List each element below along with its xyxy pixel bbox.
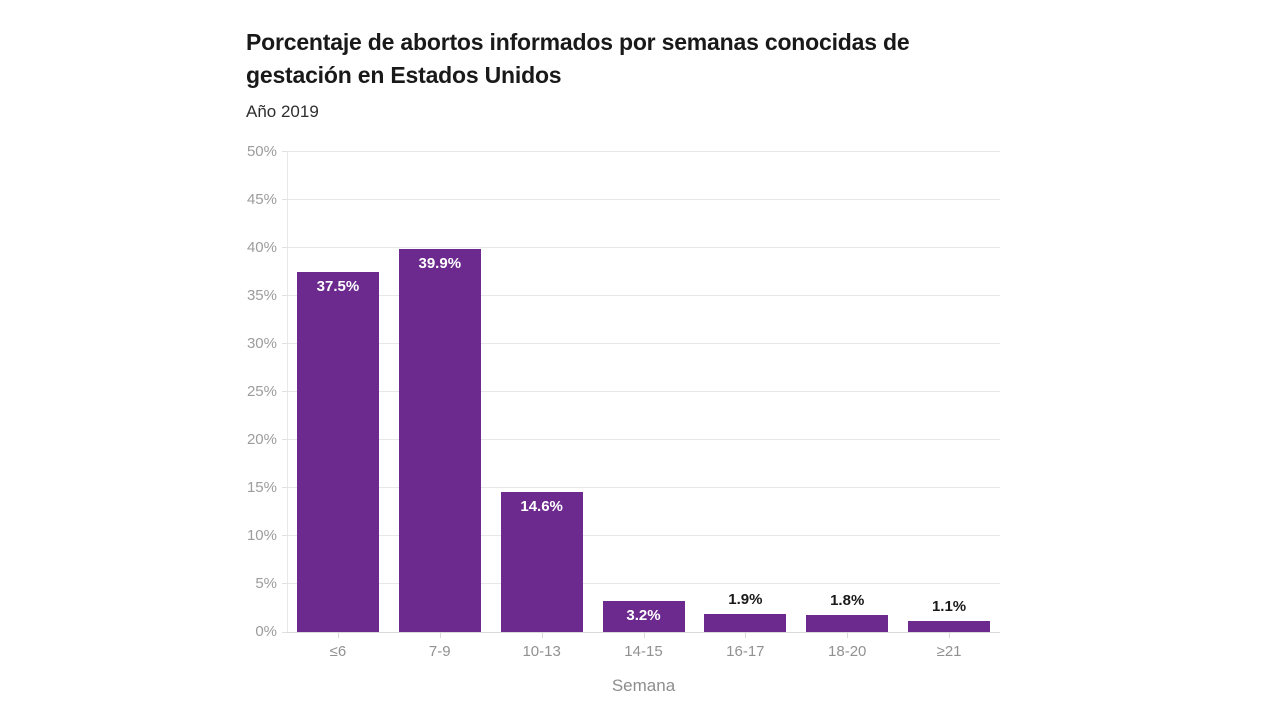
gridline-15: [287, 487, 1000, 488]
bar-≥21: [908, 621, 991, 632]
y-axis-label: 25%: [246, 383, 277, 400]
bar-10-13: 14.6%: [500, 491, 583, 632]
bar-value-label: 1.8%: [830, 591, 865, 609]
chart-title: Porcentaje de abortos informados por sem…: [246, 29, 910, 88]
y-axis-tick: [282, 632, 287, 633]
y-axis-label: 5%: [255, 575, 277, 592]
bar-16-17: [704, 613, 787, 632]
y-axis-tick: [282, 343, 287, 344]
y-axis-label: 0%: [255, 623, 277, 640]
gridline-30: [287, 343, 1000, 344]
y-axis-label: 35%: [246, 287, 277, 304]
bar-value-label: 37.5%: [316, 278, 360, 295]
gridline-50: [287, 151, 1000, 152]
y-axis-tick: [282, 199, 287, 200]
bar-value-label: 14.6%: [520, 497, 563, 515]
y-axis-tick: [282, 247, 287, 248]
x-axis-label: 10-13: [522, 643, 561, 660]
x-axis-tick: [949, 633, 951, 638]
x-axis-label: ≥21: [936, 643, 962, 660]
x-axis-label: 14-15: [624, 643, 663, 660]
gridline-0: [287, 632, 1000, 633]
y-axis-label: 40%: [246, 239, 277, 256]
bar-value-label: 39.9%: [418, 254, 462, 272]
y-axis-tick: [282, 295, 287, 296]
bar-value-label: 1.1%: [931, 598, 967, 616]
gridline-35: [287, 295, 1000, 296]
y-axis-label: 20%: [246, 431, 277, 448]
y-axis-tick: [282, 487, 287, 488]
y-axis-tick: [282, 439, 287, 440]
bar-value-label: 3.2%: [626, 607, 661, 625]
gridline-20: [287, 439, 1000, 440]
x-axis-tick: [847, 633, 849, 638]
y-axis-label: 10%: [246, 527, 277, 544]
gridline-5: [287, 583, 1000, 584]
x-axis-label: 7-9: [428, 643, 451, 660]
x-axis-label: 18-20: [828, 643, 867, 660]
y-axis-label: 30%: [246, 335, 277, 352]
x-axis-tick: [541, 633, 543, 638]
chart-subtitle: Año 2019: [246, 102, 319, 121]
x-axis-tick: [745, 633, 747, 638]
gridline-40: [287, 247, 1000, 248]
plot-area: Semana 0% 5% 10% 15% 20% 25% 30% 35% 40% 45% 50% 37…: [247, 143, 1000, 695]
gridline-25: [287, 391, 1000, 392]
y-axis-tick: [282, 151, 287, 152]
y-axis-line: [287, 152, 288, 632]
bar-14-15: 3.2%: [602, 601, 685, 632]
bar-18-20: [806, 614, 889, 632]
gridline-45: [287, 199, 1000, 200]
x-axis-label: 16-17: [726, 643, 765, 660]
bar-7-9: 39.9%: [398, 248, 481, 632]
y-axis-label: 15%: [246, 479, 277, 496]
y-axis-label: 50%: [246, 143, 277, 160]
x-axis-tick: [439, 633, 441, 638]
gridline-10: [287, 535, 1000, 536]
x-axis-label: ≤6: [329, 643, 347, 660]
bar-≤6: 37.5%: [296, 272, 379, 632]
y-axis-label: 45%: [246, 191, 277, 208]
y-axis-tick: [282, 391, 287, 392]
x-axis-tick: [643, 633, 645, 638]
x-axis-title: Semana: [611, 676, 676, 695]
y-axis-tick: [282, 583, 287, 584]
x-axis-tick: [337, 633, 339, 638]
bar-value-label: 1.9%: [728, 590, 763, 608]
y-axis-tick: [282, 535, 287, 536]
